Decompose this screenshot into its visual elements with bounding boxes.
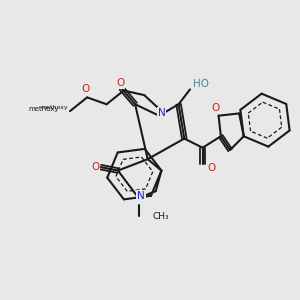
Text: O: O — [211, 103, 219, 113]
Text: HO: HO — [194, 79, 209, 89]
Text: methoxy: methoxy — [28, 106, 58, 112]
Text: O: O — [91, 162, 99, 172]
Text: O: O — [116, 78, 124, 88]
Text: O: O — [82, 84, 90, 94]
Text: methoxy: methoxy — [40, 105, 68, 110]
Text: N: N — [158, 108, 165, 118]
Text: N: N — [137, 191, 145, 201]
Text: O: O — [208, 163, 216, 173]
Text: CH₃: CH₃ — [152, 212, 169, 221]
